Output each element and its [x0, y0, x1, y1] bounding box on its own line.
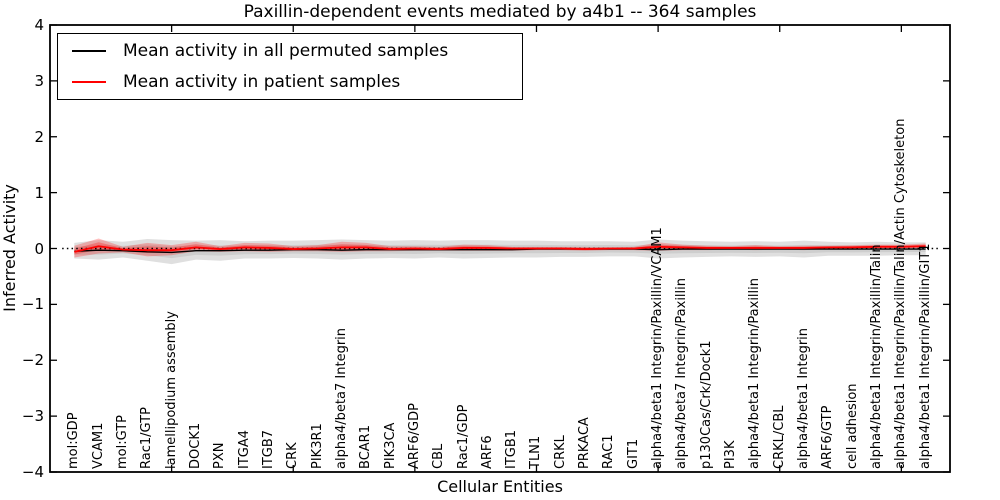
- legend-item-permuted: Mean activity in all permuted samples: [58, 36, 522, 66]
- permuted-samples-band: [74, 239, 926, 265]
- x-category-label: ARF6/GTP: [820, 405, 836, 469]
- y-tick-label: −2: [21, 351, 44, 370]
- x-category-label: ITGA4: [236, 429, 252, 469]
- x-category-label: lamellipodium assembly: [163, 311, 179, 469]
- y-axis-label: Inferred Activity: [0, 184, 19, 312]
- x-category-label: PI3K: [723, 440, 739, 469]
- y-tick-label: −4: [21, 463, 44, 481]
- x-category-label: alpha4/beta1 Integrin/Paxillin: [747, 277, 763, 469]
- y-tick-label: −3: [21, 407, 44, 426]
- y-tick-label: 1: [34, 183, 44, 202]
- x-category-label: BCAR1: [358, 425, 374, 469]
- y-tick-label: 4: [34, 16, 44, 34]
- legend: Mean activity in all permuted samples Me…: [57, 33, 523, 100]
- x-category-label: CRKL: [552, 435, 568, 469]
- x-category-label: alpha4/beta7 Integrin/Paxillin: [674, 277, 690, 469]
- x-category-label: alpha4/beta1 Integrin/Paxillin/VCAM1: [650, 227, 666, 469]
- x-category-label: PIK3CA: [382, 422, 398, 469]
- x-category-label: cell adhesion: [844, 383, 860, 469]
- x-category-label: ARF6: [479, 435, 495, 469]
- permuted-mean-line: [74, 248, 926, 254]
- x-category-label: Rac1/GDP: [455, 404, 471, 469]
- x-category-label: alpha4/beta1 Integrin/Paxillin/Talin/Act…: [893, 118, 909, 469]
- y-tick-label: 0: [34, 239, 44, 258]
- x-category-label: GIT1: [625, 438, 641, 469]
- x-category-label: alpha4/beta7 Integrin: [333, 327, 349, 469]
- y-tick-label: 2: [34, 127, 44, 146]
- x-category-label: TLN1: [528, 435, 544, 469]
- x-category-label: ITGB7: [260, 429, 276, 469]
- legend-item-patient: Mean activity in patient samples: [58, 67, 522, 97]
- x-category-label: PIK3R1: [309, 423, 325, 469]
- x-category-label: mol:GTP: [114, 415, 130, 469]
- legend-label-patient: Mean activity in patient samples: [123, 72, 401, 93]
- x-category-label: ARF6/GDP: [406, 403, 422, 469]
- x-category-label: alpha4/beta1 Integrin/Paxillin/Talin: [869, 244, 885, 469]
- legend-label-permuted: Mean activity in all permuted samples: [123, 40, 449, 61]
- x-category-label: mol:GDP: [66, 412, 82, 469]
- x-category-label: CBL: [431, 443, 447, 469]
- x-category-label: PXN: [212, 442, 228, 469]
- x-category-label: alpha4/beta1 Integrin/Paxillin/GIT1: [917, 243, 933, 469]
- x-category-label: CRK: [285, 442, 301, 469]
- x-axis-label: Cellular Entities: [437, 477, 563, 496]
- x-category-label: DOCK1: [187, 422, 203, 469]
- patient-mean-line: [74, 245, 926, 253]
- x-category-label: ITGB1: [504, 429, 520, 469]
- x-category-label: p130Cas/Crk/Dock1: [698, 340, 714, 469]
- x-category-label: VCAM1: [90, 422, 106, 469]
- chart-title: Paxillin-dependent events mediated by a4…: [243, 2, 757, 22]
- patient-line-swatch: [72, 81, 106, 84]
- x-category-label: RAC1: [601, 434, 617, 469]
- x-category-label: alpha4/beta1 Integrin: [796, 327, 812, 469]
- permuted-line-swatch: [72, 49, 106, 52]
- x-category-label: CRKL/CBL: [771, 405, 787, 470]
- y-tick-label: −1: [21, 295, 44, 314]
- x-category-label: Rac1/GTP: [139, 407, 155, 469]
- y-tick-label: 3: [34, 71, 44, 90]
- x-category-label: PRKACA: [577, 417, 593, 469]
